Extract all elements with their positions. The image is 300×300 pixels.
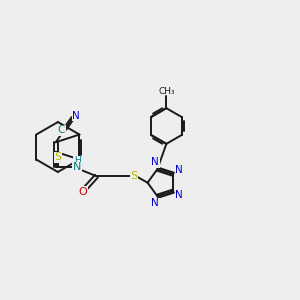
- Text: N: N: [152, 198, 159, 208]
- Text: O: O: [78, 187, 87, 196]
- Text: S: S: [55, 152, 62, 162]
- Text: H: H: [74, 156, 80, 165]
- Text: N: N: [175, 190, 183, 200]
- Text: N: N: [175, 165, 183, 175]
- Text: N: N: [152, 157, 159, 167]
- Text: N: N: [73, 110, 80, 121]
- Text: C: C: [58, 125, 65, 135]
- Text: N: N: [73, 162, 81, 172]
- Text: CH₃: CH₃: [158, 87, 175, 96]
- Text: S: S: [130, 171, 138, 181]
